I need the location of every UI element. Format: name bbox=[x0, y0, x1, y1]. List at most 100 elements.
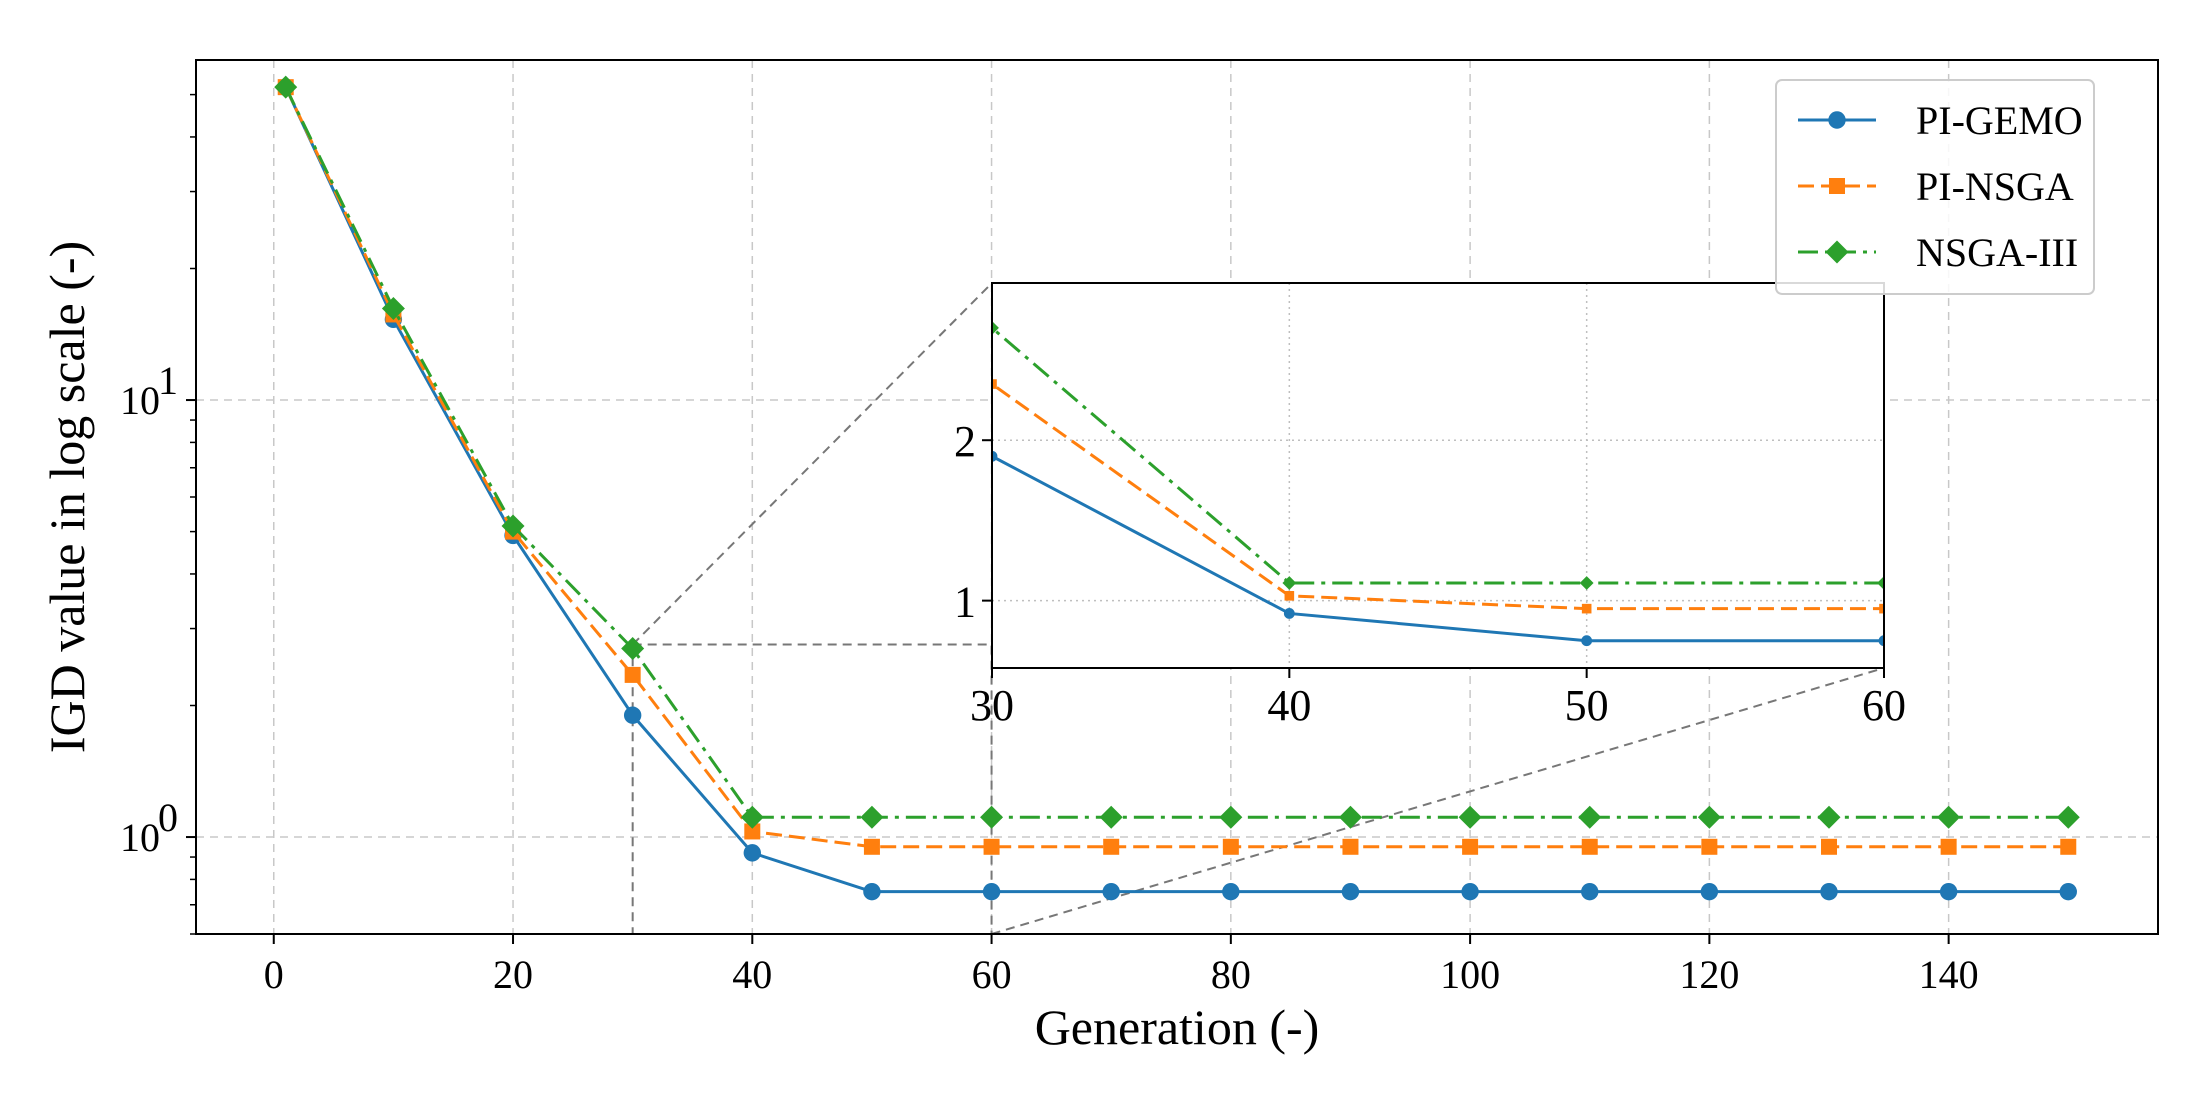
y-axis-label: IGD value in log scale (-) bbox=[39, 241, 95, 753]
series-line bbox=[284, 86, 2069, 849]
x-tick-label: 20 bbox=[493, 952, 533, 997]
inset-x-tick-label: 40 bbox=[1267, 681, 1311, 730]
y-tick-label: 10 bbox=[120, 378, 160, 423]
data-point bbox=[2060, 838, 2077, 855]
data-point bbox=[1581, 635, 1593, 647]
inset-frame bbox=[991, 282, 1885, 669]
data-point bbox=[623, 706, 642, 724]
data-point bbox=[982, 882, 1001, 901]
data-point bbox=[1879, 603, 1884, 614]
inset-y-tick-label: 1 bbox=[954, 578, 976, 627]
x-axis-label: Generation (-) bbox=[1035, 999, 1320, 1055]
data-point bbox=[992, 379, 997, 389]
data-point bbox=[1939, 882, 1958, 901]
legend-box bbox=[1775, 79, 2095, 295]
data-point bbox=[274, 75, 298, 99]
legend-label: NSGA-III bbox=[1916, 230, 2078, 275]
inset-x-tick-label: 30 bbox=[970, 681, 1014, 730]
data-point bbox=[863, 882, 881, 901]
data-point bbox=[1829, 178, 1845, 194]
inset-ticks: 30 40 50 60 1 2 bbox=[954, 417, 1906, 730]
series-nsga-iii bbox=[274, 75, 2080, 829]
data-point bbox=[980, 805, 1004, 829]
data-point bbox=[1458, 805, 1482, 829]
x-tick-label: 40 bbox=[732, 952, 772, 997]
data-point bbox=[743, 844, 761, 862]
data-point bbox=[1937, 805, 1961, 829]
data-point bbox=[1940, 838, 1957, 855]
x-tick-label: 80 bbox=[1211, 952, 1251, 997]
legend: PI-GEMO PI-NSGA NSGA-III bbox=[1775, 79, 2095, 295]
zoom-connector bbox=[631, 282, 993, 646]
data-point bbox=[992, 321, 999, 335]
legend-item-pi-gemo: PI-GEMO bbox=[1798, 98, 2083, 143]
data-point bbox=[1581, 838, 1598, 855]
legend-item-nsga-iii: NSGA-III bbox=[1798, 230, 2078, 275]
data-point bbox=[860, 805, 884, 829]
data-point bbox=[1282, 576, 1297, 590]
data-point bbox=[1579, 576, 1594, 590]
x-tick-label: 60 bbox=[972, 952, 1012, 997]
data-point bbox=[501, 514, 525, 538]
data-point bbox=[1461, 882, 1479, 901]
inset-series-pi-gemo bbox=[992, 450, 1884, 647]
x-tick-label: 0 bbox=[264, 952, 284, 997]
data-point bbox=[624, 666, 641, 683]
series-pi-nsga bbox=[277, 79, 2077, 855]
y-tick-exponent: 0 bbox=[158, 795, 178, 840]
x-tick-label: 120 bbox=[1679, 952, 1739, 997]
y-tick-label: 10 bbox=[120, 815, 160, 860]
data-point bbox=[863, 838, 880, 855]
data-point bbox=[2059, 882, 2077, 901]
zoom-inset: 30 40 50 60 1 2 bbox=[954, 282, 1906, 730]
inset-y-tick-label: 2 bbox=[954, 417, 976, 466]
data-point bbox=[744, 823, 761, 840]
inset-x-tick-label: 50 bbox=[1565, 681, 1609, 730]
legend-label: PI-GEMO bbox=[1916, 98, 2083, 143]
data-point bbox=[1099, 805, 1123, 829]
data-point bbox=[1581, 882, 1599, 901]
inset-series-pi-nsga bbox=[992, 379, 1884, 614]
data-point bbox=[1462, 838, 1479, 855]
data-point bbox=[1820, 882, 1838, 901]
data-point bbox=[1222, 882, 1240, 901]
data-point bbox=[1578, 805, 1602, 829]
data-point bbox=[1825, 240, 1849, 264]
data-point bbox=[621, 637, 645, 661]
data-point bbox=[1700, 882, 1719, 901]
data-point bbox=[1283, 608, 1295, 619]
data-point bbox=[1828, 111, 1846, 129]
data-point bbox=[1284, 591, 1295, 601]
data-point bbox=[1701, 838, 1718, 855]
legend-label: PI-NSGA bbox=[1916, 164, 2074, 209]
main-series bbox=[274, 75, 2080, 901]
series-line bbox=[284, 86, 2069, 819]
x-tick-label: 100 bbox=[1440, 952, 1500, 997]
data-point bbox=[1817, 805, 1841, 829]
data-point bbox=[2056, 805, 2080, 829]
inset-series bbox=[992, 321, 1884, 647]
data-point bbox=[1342, 838, 1359, 855]
inset-x-tick-label: 60 bbox=[1862, 681, 1906, 730]
data-point bbox=[1222, 838, 1239, 855]
data-point bbox=[983, 838, 1000, 855]
data-point bbox=[1697, 805, 1721, 829]
data-point bbox=[1338, 805, 1362, 829]
x-tick-label: 140 bbox=[1919, 952, 1979, 997]
data-point bbox=[1102, 882, 1120, 901]
data-point bbox=[1821, 838, 1838, 855]
series-line bbox=[284, 86, 2069, 894]
y-tick-exponent: 1 bbox=[158, 358, 178, 403]
zoom-connector bbox=[991, 667, 1885, 935]
inset-series-nsga-iii bbox=[992, 321, 1884, 590]
data-point bbox=[1103, 838, 1120, 855]
data-point bbox=[1219, 805, 1243, 829]
data-point bbox=[1581, 603, 1592, 614]
data-point bbox=[1877, 576, 1884, 590]
data-point bbox=[381, 296, 405, 320]
legend-item-pi-nsga: PI-NSGA bbox=[1798, 164, 2074, 209]
data-point bbox=[1341, 882, 1360, 901]
data-point bbox=[740, 805, 764, 829]
